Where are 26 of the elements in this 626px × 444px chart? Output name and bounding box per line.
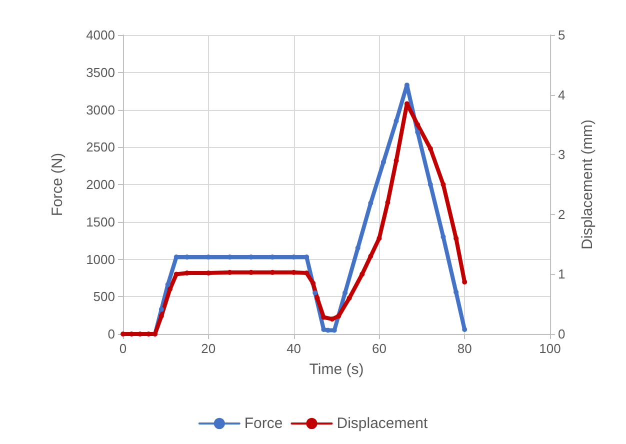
x-tick-label: 20 xyxy=(201,341,216,356)
y2-tick-label: 0 xyxy=(558,326,566,342)
y-tick-label: 2000 xyxy=(86,177,115,192)
y-tick-label: 2500 xyxy=(86,140,115,155)
y-axis-title: Force (N) xyxy=(49,152,66,216)
y-tick-label: 1000 xyxy=(86,252,115,267)
y2-tick-label: 5 xyxy=(558,28,566,42)
x-tick-label: 100 xyxy=(539,341,561,356)
x-axis-title: Time (s) xyxy=(309,361,364,378)
y-tick-label: 0 xyxy=(108,326,115,342)
legend-label: Force xyxy=(244,415,283,432)
y-tick-label: 500 xyxy=(93,289,115,304)
y2-tick-label: 3 xyxy=(558,147,566,162)
y-tick-label: 4000 xyxy=(86,28,115,42)
y2-tick-label: 2 xyxy=(558,206,566,222)
y2-axis-title: Displacement (mm) xyxy=(579,119,596,250)
x-tick-label: 60 xyxy=(372,341,386,356)
legend-label: Displacement xyxy=(336,415,428,432)
x-tick-label: 0 xyxy=(119,341,127,356)
y-tick-label: 3500 xyxy=(86,64,115,80)
y2-tick-label: 1 xyxy=(558,266,566,282)
y-tick-label: 3000 xyxy=(86,102,115,118)
y-tick-label: 1500 xyxy=(86,214,115,230)
x-tick-label: 40 xyxy=(286,341,302,356)
x-tick-label: 80 xyxy=(457,341,472,356)
y2-tick-label: 4 xyxy=(558,87,566,102)
